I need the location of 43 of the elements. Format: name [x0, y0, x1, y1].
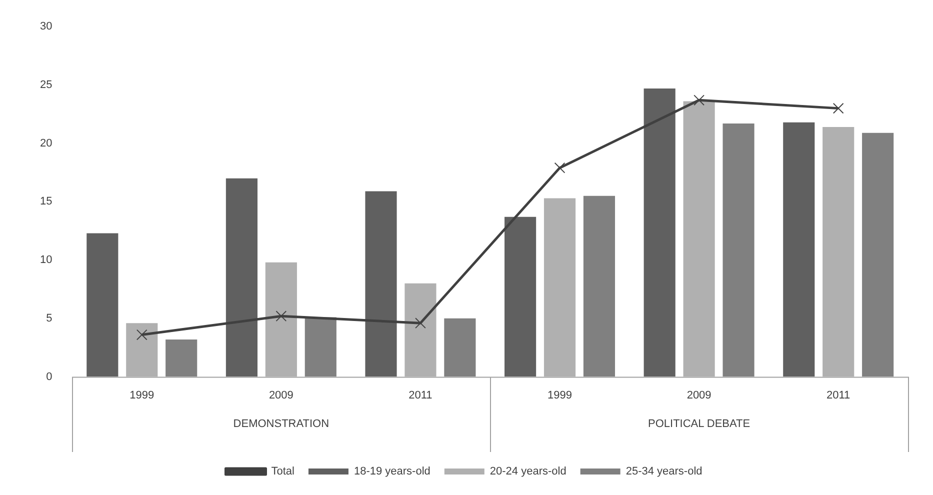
- y-tick-label: 30: [40, 20, 52, 33]
- legend-label: Total: [271, 466, 294, 478]
- legend-label: 20-24 years-old: [490, 466, 566, 478]
- bar: [583, 196, 616, 377]
- bar: [404, 283, 436, 377]
- bar: [544, 198, 576, 377]
- bar: [304, 317, 336, 377]
- point: [694, 94, 705, 106]
- bar: [126, 323, 158, 377]
- text: POLITICAL DEBATE: [648, 418, 750, 430]
- bar: [504, 216, 536, 377]
- x-tick-label: 2009: [686, 389, 712, 402]
- x-tick-label: 2009: [268, 389, 294, 402]
- text: DEMONSTRATION: [233, 418, 330, 430]
- y-tick-label: 20: [40, 137, 52, 150]
- bar: [365, 191, 397, 377]
- bar: [783, 122, 815, 377]
- y-tick-label: 15: [40, 196, 52, 208]
- point: [554, 162, 566, 174]
- bar: [444, 318, 476, 377]
- x-tick-label: 1999: [548, 389, 572, 402]
- bar: [166, 339, 198, 377]
- y-tick-label: 0: [46, 370, 52, 383]
- y-tick-label: 10: [40, 254, 52, 266]
- bar: [226, 178, 258, 377]
- bar: [822, 126, 854, 377]
- y-tick-label: 25: [40, 79, 52, 91]
- y-tick-label: 5: [46, 312, 52, 324]
- bar: [644, 88, 676, 377]
- bar: [862, 132, 894, 377]
- x-tick-label: 2011: [826, 389, 850, 402]
- point: [832, 102, 844, 114]
- bar: [265, 262, 297, 377]
- bar: [86, 233, 118, 377]
- legend-label: 25-34 years-old: [626, 466, 702, 478]
- bar: [722, 123, 754, 377]
- legend-label: 18-19 years-old: [354, 466, 430, 478]
- x-tick-label: 2011: [408, 389, 432, 402]
- bar: [683, 101, 715, 377]
- x-tick-label: 1999: [130, 389, 154, 402]
- point: [415, 318, 426, 329]
- point: [276, 310, 287, 322]
- point: [136, 329, 148, 340]
